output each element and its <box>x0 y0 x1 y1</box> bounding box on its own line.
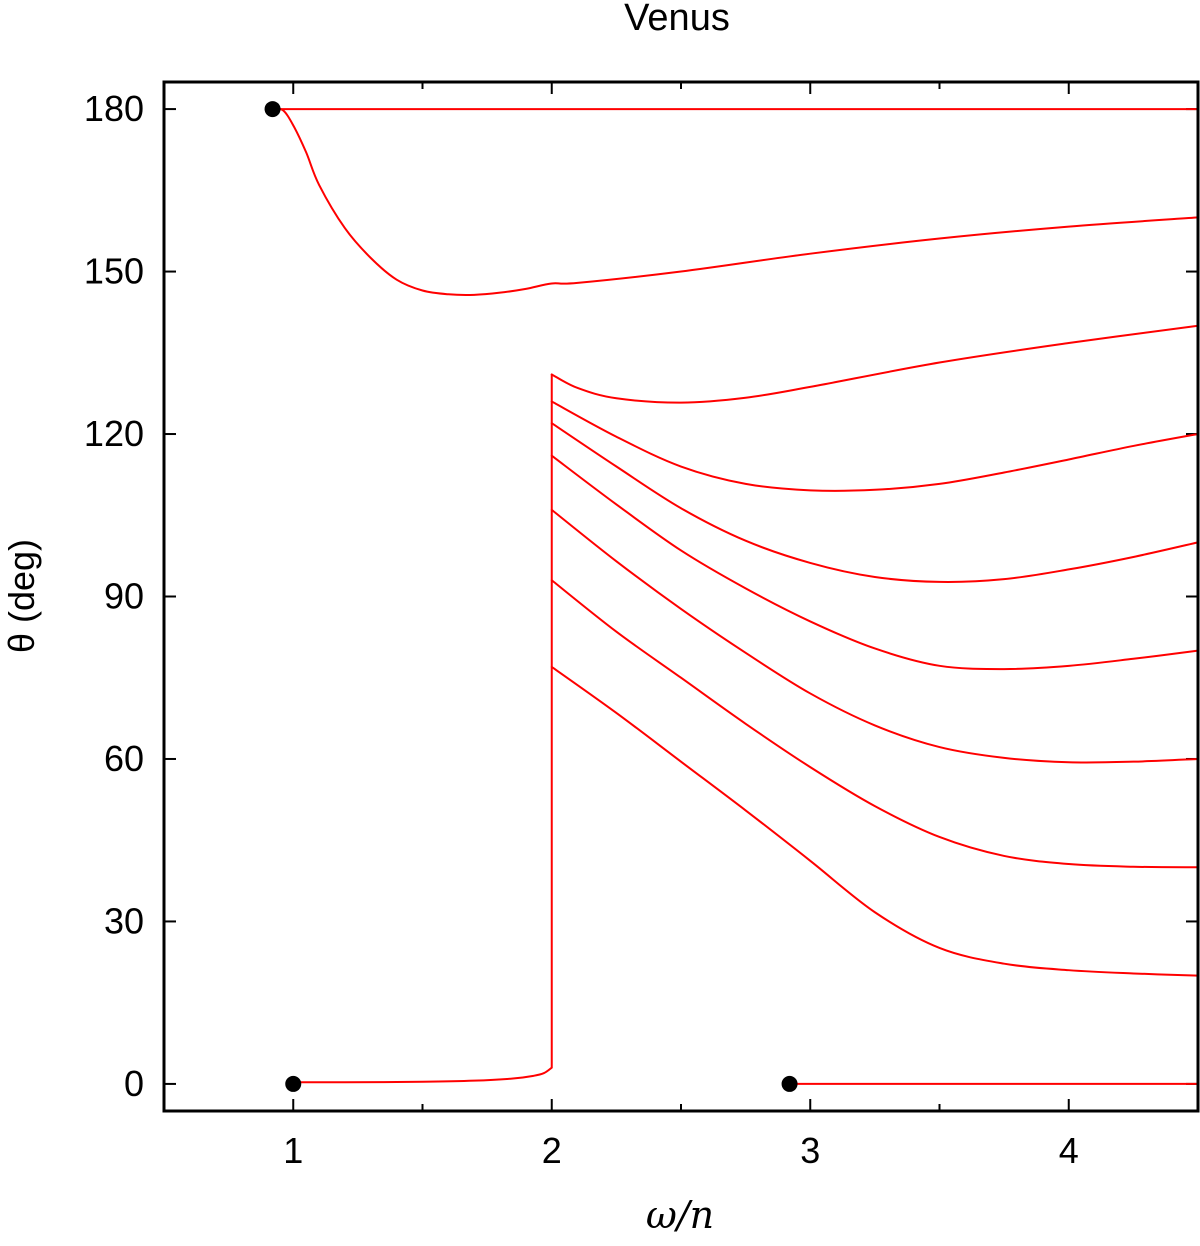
equilibrium-marker-1 <box>264 101 281 118</box>
y-tick-label: 0 <box>124 1063 144 1104</box>
x-tick-label: 2 <box>542 1130 562 1171</box>
x-tick-label: 3 <box>800 1130 820 1171</box>
y-tick-label: 120 <box>84 413 144 454</box>
series-line-6 <box>550 454 1199 671</box>
x-tick-label: 4 <box>1059 1130 1079 1171</box>
series-line-2 <box>271 107 1199 296</box>
y-tick-label: 90 <box>104 576 144 617</box>
equilibrium-marker-3 <box>781 1075 798 1092</box>
series-line-10 <box>292 373 553 1084</box>
y-tick-label: 30 <box>104 900 144 941</box>
equilibrium-marker-2 <box>285 1075 302 1092</box>
x-axis-label: ω/n <box>646 1193 714 1237</box>
y-axis-label: θ (deg) <box>1 539 42 653</box>
series-line-5 <box>550 422 1199 583</box>
series-line-9 <box>550 665 1199 977</box>
plot-frame <box>162 80 1200 1113</box>
chart-title: Venus <box>624 0 730 39</box>
y-tick-label: 180 <box>84 88 144 129</box>
y-tick-label: 60 <box>104 738 144 779</box>
series-line-7 <box>550 508 1199 764</box>
series-line-3 <box>550 324 1199 404</box>
series-layer <box>271 107 1199 1085</box>
x-tick-label: 1 <box>283 1130 303 1171</box>
marker-layer <box>264 101 798 1092</box>
series-line-8 <box>550 579 1199 869</box>
series-line-4 <box>550 400 1199 492</box>
y-tick-label: 150 <box>84 251 144 292</box>
axis-ticks: 0 30 60 90 120 150 180 1 2 3 4 <box>84 82 1198 1171</box>
